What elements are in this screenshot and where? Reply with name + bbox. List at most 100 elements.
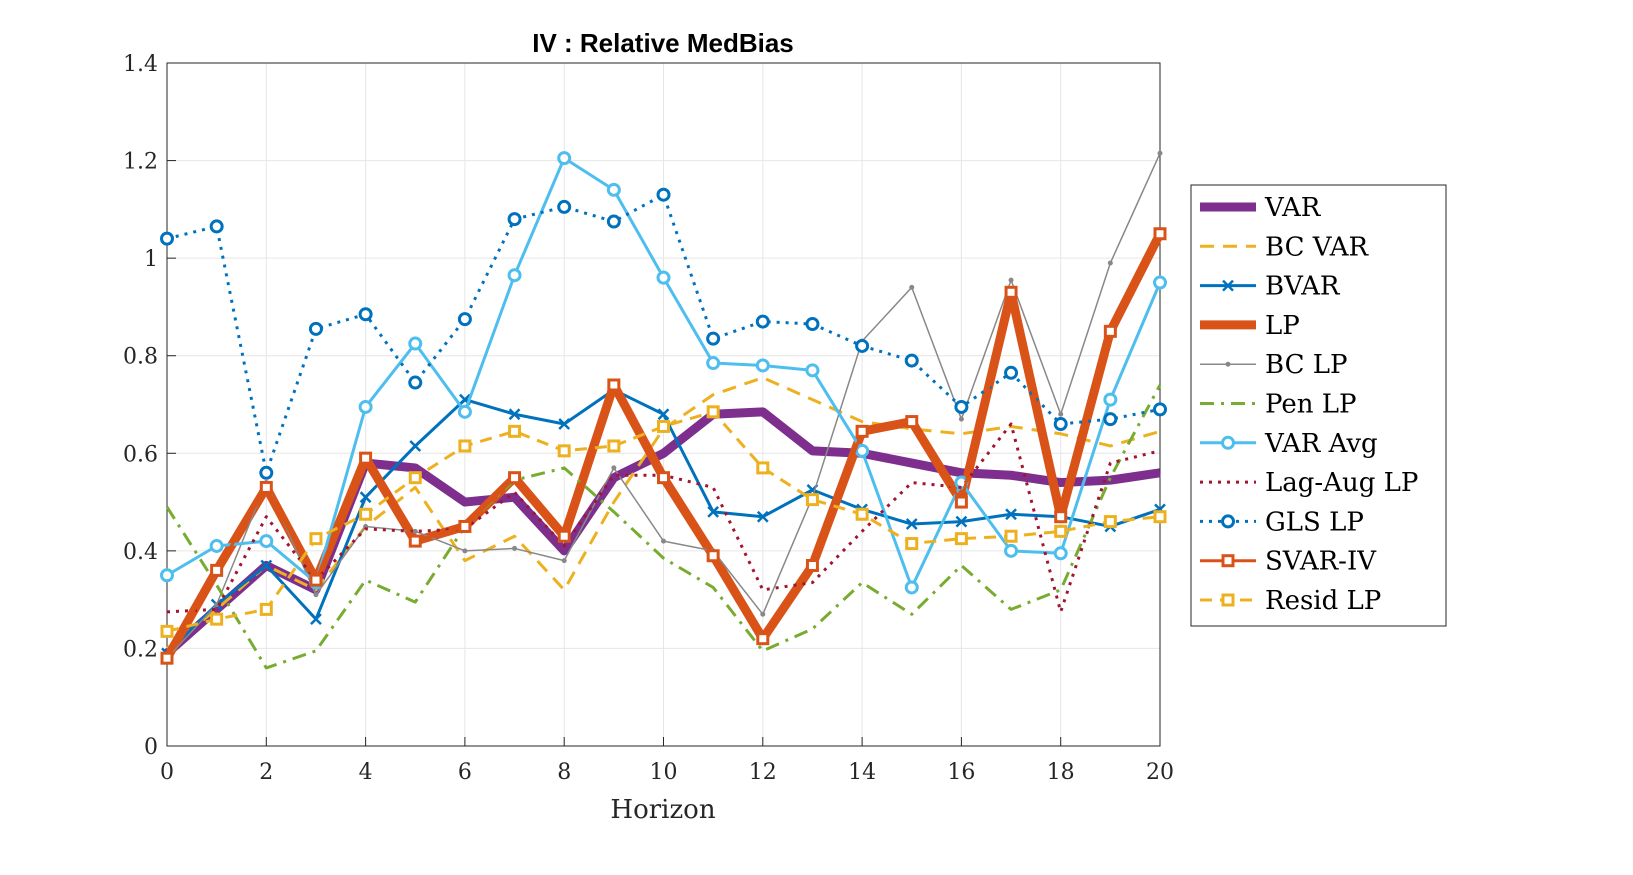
y-axis: 0 0.2 0.4 0.6 0.8 1 1.2 1.4 bbox=[123, 52, 176, 760]
data-point bbox=[259, 534, 274, 549]
data-point bbox=[855, 338, 870, 353]
data-point bbox=[408, 336, 423, 351]
data-point bbox=[1153, 275, 1167, 290]
data-point bbox=[760, 611, 766, 617]
series-line-resid-lp bbox=[166, 410, 1161, 633]
data-point bbox=[309, 573, 323, 587]
chart-title: IV : Relative MedBias bbox=[532, 28, 794, 58]
data-point bbox=[1053, 546, 1068, 561]
legend-label: BVAR bbox=[1265, 272, 1341, 302]
data-point bbox=[805, 317, 820, 332]
data-point bbox=[661, 538, 666, 544]
data-point bbox=[557, 529, 571, 543]
data-point bbox=[954, 495, 968, 509]
data-point bbox=[209, 219, 224, 234]
data-point bbox=[408, 534, 422, 548]
legend-label: GLS LP bbox=[1265, 507, 1364, 537]
data-point bbox=[160, 624, 174, 638]
data-point bbox=[606, 182, 621, 197]
data-point bbox=[259, 465, 274, 480]
data-point bbox=[508, 424, 522, 438]
data-point bbox=[855, 507, 869, 521]
data-point bbox=[1004, 543, 1019, 558]
data-point bbox=[707, 505, 720, 518]
legend-marker bbox=[1225, 361, 1231, 367]
legend-entry: BC VAR bbox=[1200, 232, 1370, 262]
series-bc-lp bbox=[164, 150, 1163, 661]
data-point bbox=[954, 399, 969, 414]
data-point bbox=[755, 358, 770, 373]
data-point bbox=[955, 515, 968, 528]
legend-marker bbox=[1221, 593, 1235, 607]
data-point bbox=[904, 580, 919, 595]
series-var-avg bbox=[160, 151, 1167, 595]
legend-label: VAR bbox=[1264, 193, 1322, 223]
x-axis: 0 2 4 6 8 10 12 14 16 18 20 bbox=[160, 737, 1174, 785]
data-point bbox=[160, 231, 174, 246]
x-tick-label: 14 bbox=[848, 760, 876, 785]
data-point bbox=[561, 558, 567, 564]
data-point bbox=[657, 471, 670, 485]
data-point bbox=[458, 519, 472, 533]
legend-label: LP bbox=[1265, 311, 1300, 341]
data-point bbox=[1053, 417, 1068, 432]
data-point bbox=[457, 312, 472, 327]
y-tick-label: 1.2 bbox=[123, 150, 158, 175]
data-point bbox=[706, 549, 720, 563]
data-point bbox=[358, 399, 373, 414]
x-tick-label: 20 bbox=[1146, 760, 1174, 785]
data-point bbox=[260, 559, 273, 572]
data-point bbox=[909, 284, 915, 290]
data-point bbox=[1107, 260, 1113, 266]
x-tick-label: 18 bbox=[1047, 760, 1075, 785]
legend-marker bbox=[1221, 514, 1235, 529]
data-point bbox=[611, 465, 617, 471]
data-point bbox=[309, 532, 323, 546]
data-point bbox=[1054, 510, 1068, 524]
legend: VAR BC VAR BVAR LP BC LP Pen LP VAR Avg Lag-Aug… bbox=[1190, 184, 1447, 627]
series-bc-var bbox=[166, 376, 1161, 650]
data-point bbox=[507, 268, 522, 283]
legend-label: BC LP bbox=[1265, 350, 1348, 380]
series-line-pen-lp bbox=[165, 384, 1162, 670]
x-tick-label: 8 bbox=[557, 760, 571, 785]
y-tick-label: 1.4 bbox=[123, 52, 158, 77]
series-line-bc-var bbox=[166, 376, 1161, 650]
data-point bbox=[160, 651, 174, 665]
data-point bbox=[1153, 402, 1167, 417]
data-point bbox=[657, 419, 670, 433]
data-point bbox=[1004, 365, 1019, 380]
y-tick-label: 0.6 bbox=[123, 442, 158, 467]
data-point bbox=[1157, 150, 1163, 156]
data-point bbox=[1153, 227, 1167, 241]
y-tick-label: 0 bbox=[144, 735, 158, 760]
data-point bbox=[657, 408, 670, 421]
data-point bbox=[607, 378, 621, 392]
series-resid-lp bbox=[160, 405, 1167, 638]
legend-entry: BVAR bbox=[1200, 272, 1341, 302]
data-point bbox=[160, 568, 174, 583]
x-axis-label: Horizon bbox=[610, 795, 715, 825]
data-point bbox=[756, 461, 770, 475]
x-tick-label: 16 bbox=[947, 760, 975, 785]
data-point bbox=[358, 307, 373, 322]
x-tick-label: 6 bbox=[458, 760, 472, 785]
data-point bbox=[706, 331, 721, 346]
data-point bbox=[1008, 277, 1014, 283]
y-tick-label: 0.2 bbox=[123, 637, 158, 662]
data-point bbox=[958, 416, 964, 422]
data-point bbox=[1103, 392, 1118, 407]
legend-entry: Lag-Aug LP bbox=[1200, 468, 1418, 498]
data-point bbox=[508, 471, 522, 485]
data-point bbox=[214, 602, 220, 608]
data-point bbox=[905, 537, 919, 551]
data-point bbox=[1004, 285, 1018, 299]
data-point bbox=[1058, 411, 1064, 417]
legend-label: SVAR-IV bbox=[1265, 547, 1377, 577]
data-point bbox=[706, 405, 720, 419]
y-tick-label: 1 bbox=[144, 247, 158, 272]
data-point bbox=[210, 612, 224, 626]
data-point bbox=[359, 451, 373, 465]
data-point bbox=[805, 558, 819, 572]
x-tick-label: 4 bbox=[359, 760, 373, 785]
